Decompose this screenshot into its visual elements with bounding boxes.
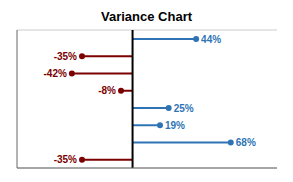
svg-text:25%: 25%	[174, 103, 194, 114]
svg-text:44%: 44%	[201, 34, 221, 45]
svg-text:-8%: -8%	[98, 85, 116, 96]
svg-text:-35%: -35%	[54, 154, 77, 165]
svg-text:-42%: -42%	[44, 68, 67, 79]
svg-text:-35%: -35%	[54, 51, 77, 62]
svg-text:68%: 68%	[236, 137, 256, 148]
svg-text:19%: 19%	[165, 120, 185, 131]
html-text:Variance Chart: Variance Chart	[101, 9, 192, 24]
